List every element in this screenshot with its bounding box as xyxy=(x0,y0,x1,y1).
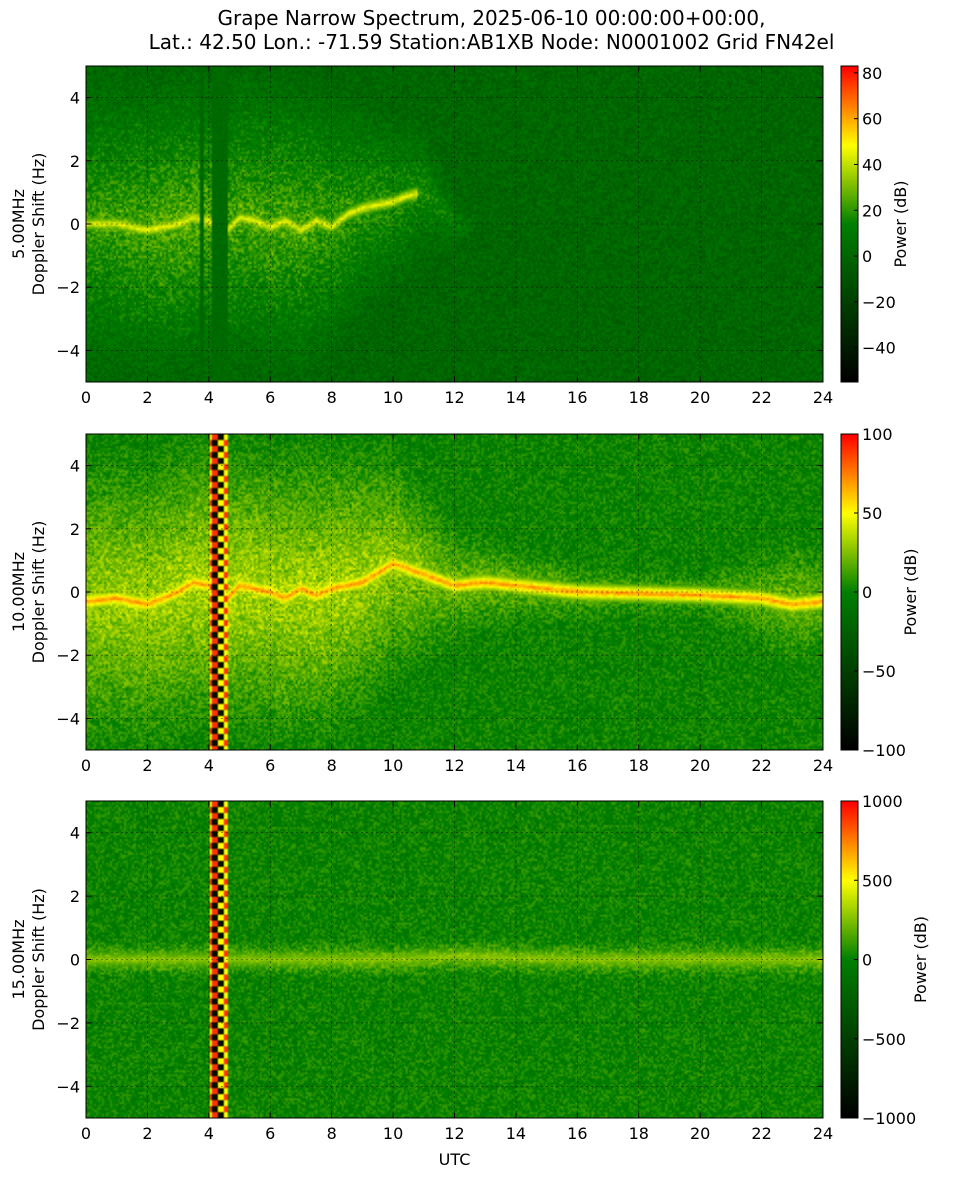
colorbar-tick-label: 1000 xyxy=(862,792,903,811)
x-tick-label: 18 xyxy=(629,1124,649,1143)
colorbar-1: −40 −20 0 20 40 60 80 Power (dB) xyxy=(840,64,910,383)
y-tick-label: 4 xyxy=(70,457,80,476)
y-tick-label: 4 xyxy=(70,824,80,843)
x-tick-label: 6 xyxy=(265,756,275,775)
colorbar-label: Power (dB) xyxy=(911,916,930,1003)
colorbar-gradient xyxy=(841,434,858,750)
x-tick-label: 20 xyxy=(690,1124,710,1143)
chart-title-line-2: Lat.: 42.50 Lon.: -71.59 Station:AB1XB N… xyxy=(148,30,835,54)
x-tick-label: 22 xyxy=(751,756,771,775)
x-tick-label: 0 xyxy=(81,1124,91,1143)
y-tick-label: 0 xyxy=(70,215,80,234)
colorbar-gradient xyxy=(841,66,858,382)
colorbar-tick-label: −40 xyxy=(862,339,896,358)
colorbar-tick-label: −50 xyxy=(862,662,896,681)
x-tick-label: 18 xyxy=(629,756,649,775)
colorbar-3: −1000 −500 0 500 1000 Power (dB) xyxy=(840,792,930,1128)
x-tick-label: 14 xyxy=(506,756,526,775)
x-tick-label: 0 xyxy=(81,756,91,775)
x-tick-label: 16 xyxy=(567,388,587,407)
x-tick-label: 2 xyxy=(142,388,152,407)
x-tick-label: 0 xyxy=(81,388,91,407)
x-tick-label: 10 xyxy=(383,388,403,407)
x-tick-label: 24 xyxy=(813,756,833,775)
y-tick-label: −2 xyxy=(56,646,80,665)
x-tick-label: 4 xyxy=(204,388,214,407)
x-tick-label: 22 xyxy=(751,1124,771,1143)
colorbar-tick-label: 0 xyxy=(862,951,872,970)
y-tick-label: 4 xyxy=(70,89,80,108)
y-axis-label-frequency: 15.00MHz xyxy=(9,919,28,999)
x-tick-label: 24 xyxy=(813,1124,833,1143)
colorbar-tick-label: 0 xyxy=(862,583,872,602)
colorbar-tick-label: −500 xyxy=(862,1030,906,1049)
x-tick-label: 6 xyxy=(265,388,275,407)
spectrogram-heatmap xyxy=(86,434,823,750)
x-tick-label: 20 xyxy=(690,388,710,407)
y-tick-label: −4 xyxy=(56,341,80,360)
y-axis-label-frequency: 10.00MHz xyxy=(9,552,28,632)
colorbar-tick-label: 20 xyxy=(862,201,882,220)
y-tick-label: 2 xyxy=(70,152,80,171)
x-tick-label: 14 xyxy=(506,1124,526,1143)
y-axis-label: Doppler Shift (Hz) xyxy=(29,521,48,664)
x-tick-label: 24 xyxy=(813,388,833,407)
colorbar-tick-label: −20 xyxy=(862,293,896,312)
x-tick-label: 4 xyxy=(204,1124,214,1143)
colorbar-frame xyxy=(840,65,859,383)
x-tick-label: 2 xyxy=(142,756,152,775)
colorbar-tick-label: 80 xyxy=(862,64,882,83)
colorbar-tick-label: 40 xyxy=(862,155,882,174)
chart-title-line-1: Grape Narrow Spectrum, 2025-06-10 00:00:… xyxy=(217,6,766,30)
y-tick-label: −4 xyxy=(56,709,80,728)
x-tick-label: 12 xyxy=(444,756,464,775)
y-tick-label: −2 xyxy=(56,1014,80,1033)
y-tick-label: 2 xyxy=(70,887,80,906)
x-tick-label: 14 xyxy=(506,388,526,407)
x-tick-label: 12 xyxy=(444,1124,464,1143)
colorbar-tick-label: −1000 xyxy=(862,1109,916,1128)
y-axis-label-frequency: 5.00MHz xyxy=(9,189,28,259)
y-tick-label: 0 xyxy=(70,583,80,602)
y-tick-label: 0 xyxy=(70,951,80,970)
y-axis-label: Doppler Shift (Hz) xyxy=(29,888,48,1031)
colorbar-tick-label: 500 xyxy=(862,871,893,890)
colorbar-label: Power (dB) xyxy=(901,548,920,635)
colorbar-tick-label: 60 xyxy=(862,110,882,129)
spectrogram-heatmap xyxy=(86,801,823,1118)
x-axis-label: UTC xyxy=(439,1150,471,1169)
y-tick-label: −2 xyxy=(56,278,80,297)
x-tick-label: 2 xyxy=(142,1124,152,1143)
x-tick-label: 10 xyxy=(383,1124,403,1143)
colorbar-2: −100 −50 0 50 100 Power (dB) xyxy=(840,425,920,760)
x-tick-label: 16 xyxy=(567,756,587,775)
colorbar-tick-label: −100 xyxy=(862,741,906,760)
x-tick-label: 8 xyxy=(327,1124,337,1143)
y-tick-label: −4 xyxy=(56,1077,80,1096)
x-tick-label: 4 xyxy=(204,756,214,775)
colorbar-gradient xyxy=(841,801,858,1118)
x-tick-label: 18 xyxy=(629,388,649,407)
x-tick-label: 8 xyxy=(327,388,337,407)
x-tick-label: 16 xyxy=(567,1124,587,1143)
x-tick-label: 10 xyxy=(383,756,403,775)
x-tick-label: 8 xyxy=(327,756,337,775)
colorbar-tick-label: 50 xyxy=(862,504,882,523)
colorbar-label: Power (dB) xyxy=(891,180,910,267)
y-axis-label: Doppler Shift (Hz) xyxy=(29,153,48,296)
x-tick-label: 12 xyxy=(444,388,464,407)
colorbar-tick-label: 0 xyxy=(862,247,872,266)
x-tick-label: 20 xyxy=(690,756,710,775)
x-tick-label: 6 xyxy=(265,1124,275,1143)
spectrogram-heatmap xyxy=(86,66,823,382)
y-tick-label: 2 xyxy=(70,520,80,539)
colorbar-tick-label: 100 xyxy=(862,425,893,444)
x-tick-label: 22 xyxy=(751,388,771,407)
